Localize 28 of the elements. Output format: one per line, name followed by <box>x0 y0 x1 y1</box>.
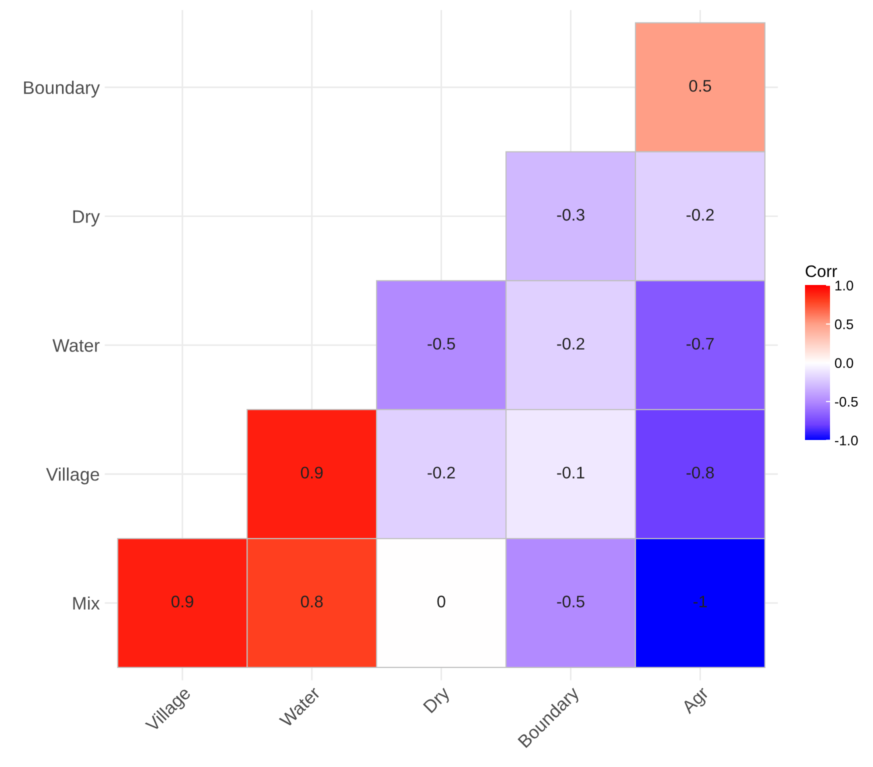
data-label: -0.2 <box>428 466 455 479</box>
color-bar-label: -1.0 <box>835 436 858 446</box>
y-tick-label: Village <box>46 468 100 484</box>
x-tick-label: Dry <box>422 686 454 716</box>
data-label: 0.9 <box>171 596 194 608</box>
color-bar-title: Corr <box>806 265 838 278</box>
data-label: -0.1 <box>557 466 584 479</box>
data-label: -0.3 <box>557 208 584 221</box>
data-label: -0.5 <box>428 338 455 350</box>
data-label: 0.8 <box>300 596 323 608</box>
color-bar-label: -0.5 <box>835 396 858 407</box>
data-label: 0.9 <box>300 466 323 479</box>
y-tick-label: Mix <box>73 596 100 610</box>
y-tick-label: Boundary <box>24 80 100 98</box>
y-tick-label: Dry <box>73 210 100 227</box>
data-label: -1 <box>694 596 707 608</box>
y-tick-label: Water <box>52 339 100 352</box>
data-label: 0 <box>437 596 446 608</box>
data-label: -0.2 <box>686 208 714 221</box>
color-bar-label: 1.0 <box>835 280 854 290</box>
color-bar-label: 0.5 <box>834 319 854 330</box>
data-label: -0.2 <box>557 338 584 350</box>
data-label: -0.5 <box>557 596 584 608</box>
data-label: -0.7 <box>686 338 714 350</box>
data-label: -0.8 <box>686 466 714 479</box>
data-label: 0.5 <box>689 80 712 92</box>
color-bar-label: 0.0 <box>834 358 854 368</box>
x-tick-label: Agr <box>680 686 712 717</box>
